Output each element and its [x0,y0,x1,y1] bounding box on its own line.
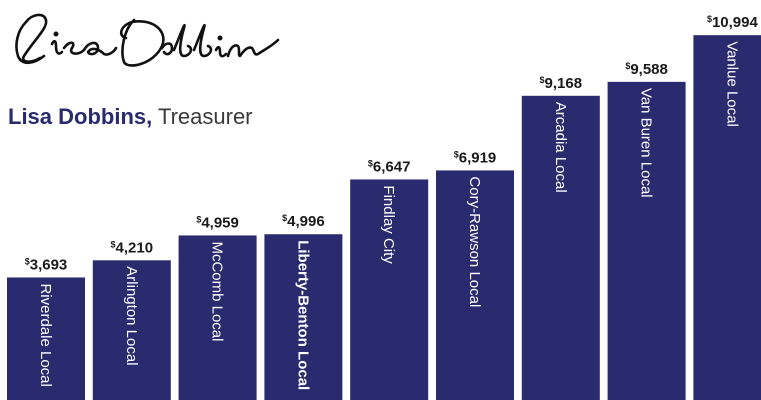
value-label-9: $10,994 [707,14,759,31]
bar-5 [350,179,429,400]
category-label-7: Arcadia Local [552,102,569,193]
byline-name: Lisa Dobbins, [8,104,153,129]
value-label-8: $9,588 [625,61,668,78]
category-label-9: Vanlue Local [723,41,740,127]
category-label-2: Arlington Local [123,266,140,365]
category-label-6: Cory-Rawson Local [466,176,483,307]
byline-title: Treasurer [157,104,253,129]
bar-6 [436,170,514,400]
value-label-5: $6,647 [368,158,411,175]
value-label-4: $4,996 [282,213,325,230]
value-label-2: $4,210 [111,239,154,256]
value-label-6: $6,919 [454,149,497,166]
category-label-8: Van Buren Local [638,88,655,198]
bar-9 [693,35,761,400]
category-label-3: McComb Local [209,241,226,341]
bar-1 [7,277,85,400]
bar-2 [92,260,171,400]
category-label-4: Liberty-Benton Local [294,240,311,390]
byline: Lisa Dobbins, Treasurer [8,104,253,130]
bar-4 [264,234,343,400]
category-label-1: Riverdale Local [37,283,54,386]
bar-3 [178,235,257,400]
value-label-3: $4,959 [196,214,239,231]
category-label-5: Findlay City [380,185,397,264]
signature-image [15,13,280,67]
bar-8 [607,81,686,400]
value-label-7: $9,168 [540,75,583,92]
bar-7 [521,95,600,400]
value-label-1: $3,693 [25,256,68,273]
